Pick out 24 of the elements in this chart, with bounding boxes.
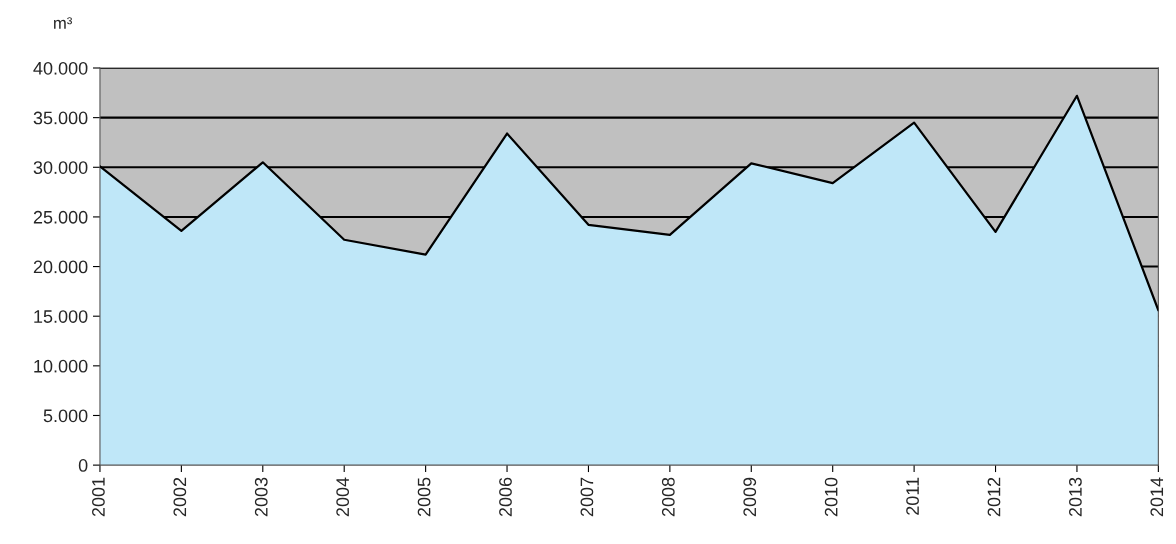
x-tick-label: 2004: [336, 477, 350, 517]
x-tick-label: 2011: [906, 477, 919, 515]
y-tick-label: 20.000: [33, 260, 88, 274]
y-tick-label: 15.000: [34, 310, 88, 323]
x-tick-label: 2001: [92, 477, 105, 517]
y-tick-label: 40.000: [33, 61, 88, 75]
y-tick-label: 5.000: [43, 409, 88, 423]
y-tick-label: 10.000: [34, 359, 88, 373]
x-tick-label: 2005: [417, 477, 431, 517]
y-tick-label: 35.000: [33, 111, 88, 125]
x-tick-label: 2007: [580, 477, 594, 517]
x-tick-label: 2014: [1150, 477, 1164, 517]
x-tick-label: 2008: [661, 477, 675, 517]
x-tick-label: 2002: [173, 477, 187, 517]
x-tick-label: 2006: [499, 477, 512, 517]
x-tick-label: 2012: [987, 477, 1001, 517]
y-tick-label: 0: [78, 459, 88, 472]
y-axis-title: m³: [54, 17, 73, 29]
x-tick-label: 2003: [254, 477, 268, 517]
y-tick-label: 25.000: [33, 210, 88, 224]
x-tick-label: 2010: [824, 477, 838, 517]
x-tick-label: 2009: [743, 477, 757, 517]
x-tick-label: 2013: [1069, 477, 1082, 517]
y-tick-label: 30.000: [33, 161, 88, 174]
